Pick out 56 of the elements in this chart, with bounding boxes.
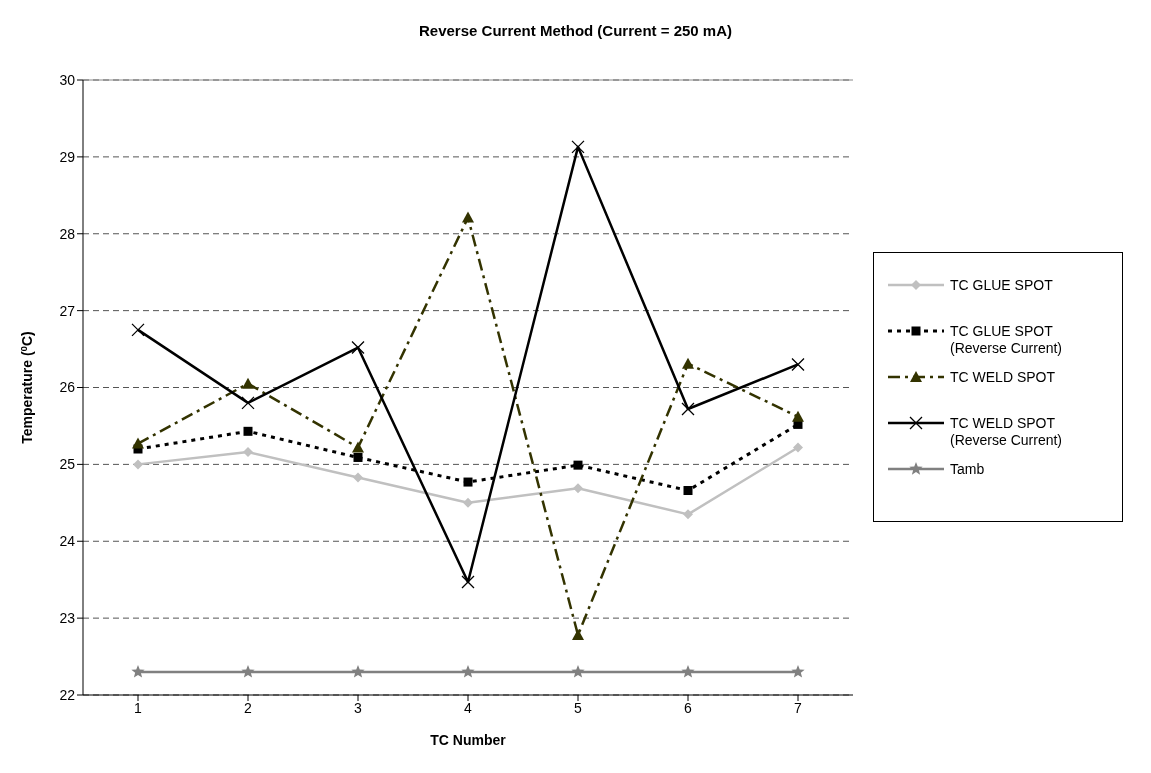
point bbox=[353, 472, 363, 483]
x-tick-label: 1 bbox=[134, 699, 143, 716]
y-tick-label: 29 bbox=[59, 148, 76, 165]
legend-label: TC GLUE SPOT (Reverse Current) bbox=[950, 322, 1064, 357]
point bbox=[353, 452, 363, 462]
y-tick-label: 30 bbox=[59, 71, 76, 88]
point bbox=[683, 509, 693, 520]
x-tick-label: 6 bbox=[684, 699, 693, 716]
x-tick-label: 5 bbox=[574, 699, 583, 716]
point bbox=[351, 340, 365, 355]
y-tick-label: 22 bbox=[59, 686, 76, 703]
point bbox=[133, 459, 143, 470]
point bbox=[351, 664, 365, 678]
point bbox=[681, 402, 695, 416]
y-tick-label: 28 bbox=[59, 225, 76, 242]
point bbox=[791, 664, 805, 678]
legend-label: Tamb bbox=[950, 460, 986, 478]
legend-label: TC WELD SPOT bbox=[950, 368, 1056, 386]
point bbox=[572, 629, 584, 641]
point bbox=[681, 664, 695, 678]
chart-title: Reverse Current Method (Current = 250 mA) bbox=[418, 22, 733, 39]
point bbox=[571, 140, 585, 154]
point bbox=[461, 575, 475, 589]
x-tick-label: 2 bbox=[244, 699, 253, 716]
point bbox=[243, 447, 253, 458]
point bbox=[462, 211, 474, 223]
point bbox=[352, 441, 364, 453]
point bbox=[573, 460, 583, 470]
point bbox=[241, 664, 255, 678]
point bbox=[573, 483, 583, 494]
point bbox=[131, 664, 145, 678]
point bbox=[132, 437, 144, 449]
point bbox=[571, 664, 585, 678]
y-tick-label: 24 bbox=[59, 533, 76, 550]
x-tick-label: 7 bbox=[794, 699, 803, 716]
point bbox=[463, 497, 473, 508]
point bbox=[793, 442, 803, 453]
point bbox=[241, 396, 255, 410]
point bbox=[682, 357, 694, 369]
y-tick-label: 27 bbox=[59, 302, 76, 319]
legend-label: TC GLUE SPOT bbox=[950, 276, 1054, 294]
y-tick-label: 23 bbox=[59, 610, 76, 627]
point bbox=[792, 410, 804, 422]
x-tick-label: 3 bbox=[354, 699, 363, 716]
point bbox=[683, 486, 693, 496]
x-axis-title: TC Number bbox=[430, 732, 507, 748]
y-tick-label: 25 bbox=[59, 456, 76, 473]
point bbox=[243, 426, 253, 436]
point bbox=[463, 477, 473, 487]
point bbox=[461, 664, 475, 678]
point bbox=[242, 377, 254, 389]
point bbox=[131, 323, 145, 337]
x-tick-label: 4 bbox=[464, 699, 473, 716]
point bbox=[791, 357, 805, 372]
y-tick-label: 26 bbox=[59, 379, 76, 396]
legend-label: TC WELD SPOT (Reverse Current) bbox=[950, 414, 1064, 449]
